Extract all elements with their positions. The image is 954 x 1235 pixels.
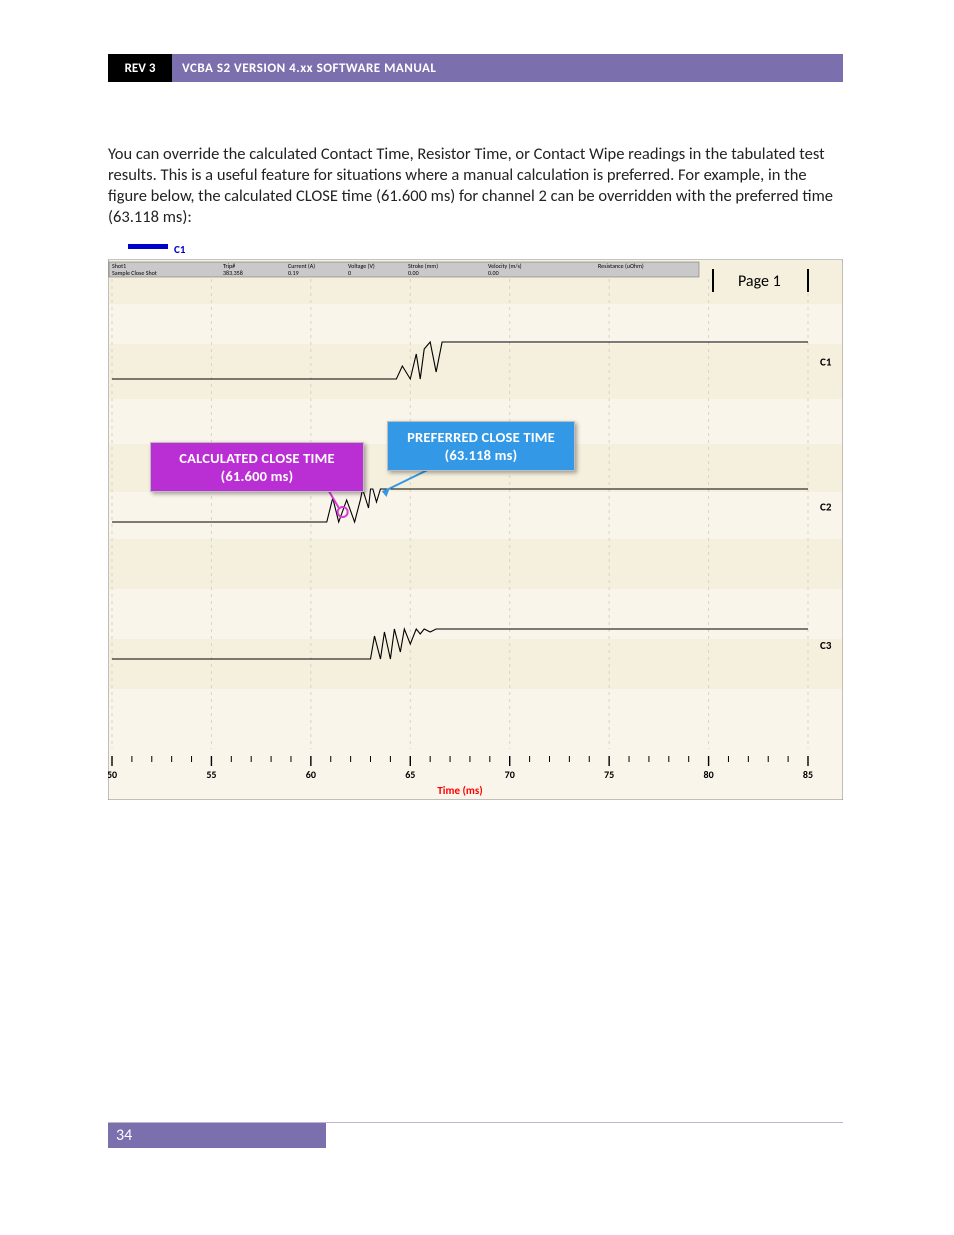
svg-text:85: 85 <box>803 768 813 781</box>
callout-pref-line2: (63.118 ms) <box>445 446 518 464</box>
rev-badge: REV 3 <box>108 54 172 82</box>
page-number: 34 <box>108 1123 326 1148</box>
svg-text:60: 60 <box>306 768 316 781</box>
svg-text:0.19: 0.19 <box>288 269 299 277</box>
svg-text:65: 65 <box>405 768 415 781</box>
svg-text:Resistance (uOhm): Resistance (uOhm) <box>598 262 644 270</box>
svg-text:C1: C1 <box>820 356 832 369</box>
doc-title: VCBA S2 VERSION 4.xx SOFTWARE MANUAL <box>172 61 436 76</box>
svg-text:Voltage (V): Voltage (V) <box>348 262 375 270</box>
svg-text:383.358: 383.358 <box>223 269 243 277</box>
header-bar: REV 3 VCBA S2 VERSION 4.xx SOFTWARE MANU… <box>108 54 843 82</box>
svg-text:C1: C1 <box>174 244 186 256</box>
svg-text:Sample Close Shot: Sample Close Shot <box>112 269 157 277</box>
svg-text:Page 1: Page 1 <box>738 272 781 291</box>
svg-text:80: 80 <box>704 768 714 781</box>
svg-text:C2: C2 <box>820 501 832 514</box>
footer-bar: 34 <box>108 1122 843 1148</box>
svg-text:50: 50 <box>108 768 117 781</box>
callout-pref-line1: PREFERRED CLOSE TIME <box>407 428 555 446</box>
callout-preferred-close-time: PREFERRED CLOSE TIME (63.118 ms) <box>387 421 575 471</box>
svg-text:70: 70 <box>505 768 515 781</box>
svg-text:C3: C3 <box>820 639 832 652</box>
callout-calculated-close-time: CALCULATED CLOSE TIME (61.600 ms) <box>150 442 364 492</box>
svg-text:75: 75 <box>604 768 614 781</box>
svg-text:0: 0 <box>348 269 351 277</box>
body-paragraph: You can override the calculated Contact … <box>108 144 843 228</box>
timing-chart: C1Shot1Sample Close ShotTrip#383.358Curr… <box>108 244 843 800</box>
svg-text:Time (ms): Time (ms) <box>437 784 482 797</box>
chart-svg: C1Shot1Sample Close ShotTrip#383.358Curr… <box>108 244 843 800</box>
callout-calc-line1: CALCULATED CLOSE TIME <box>179 449 335 467</box>
svg-text:0.00: 0.00 <box>488 269 499 277</box>
svg-text:0.00: 0.00 <box>408 269 419 277</box>
callout-calc-line2: (61.600 ms) <box>221 467 294 485</box>
svg-text:55: 55 <box>206 768 216 781</box>
